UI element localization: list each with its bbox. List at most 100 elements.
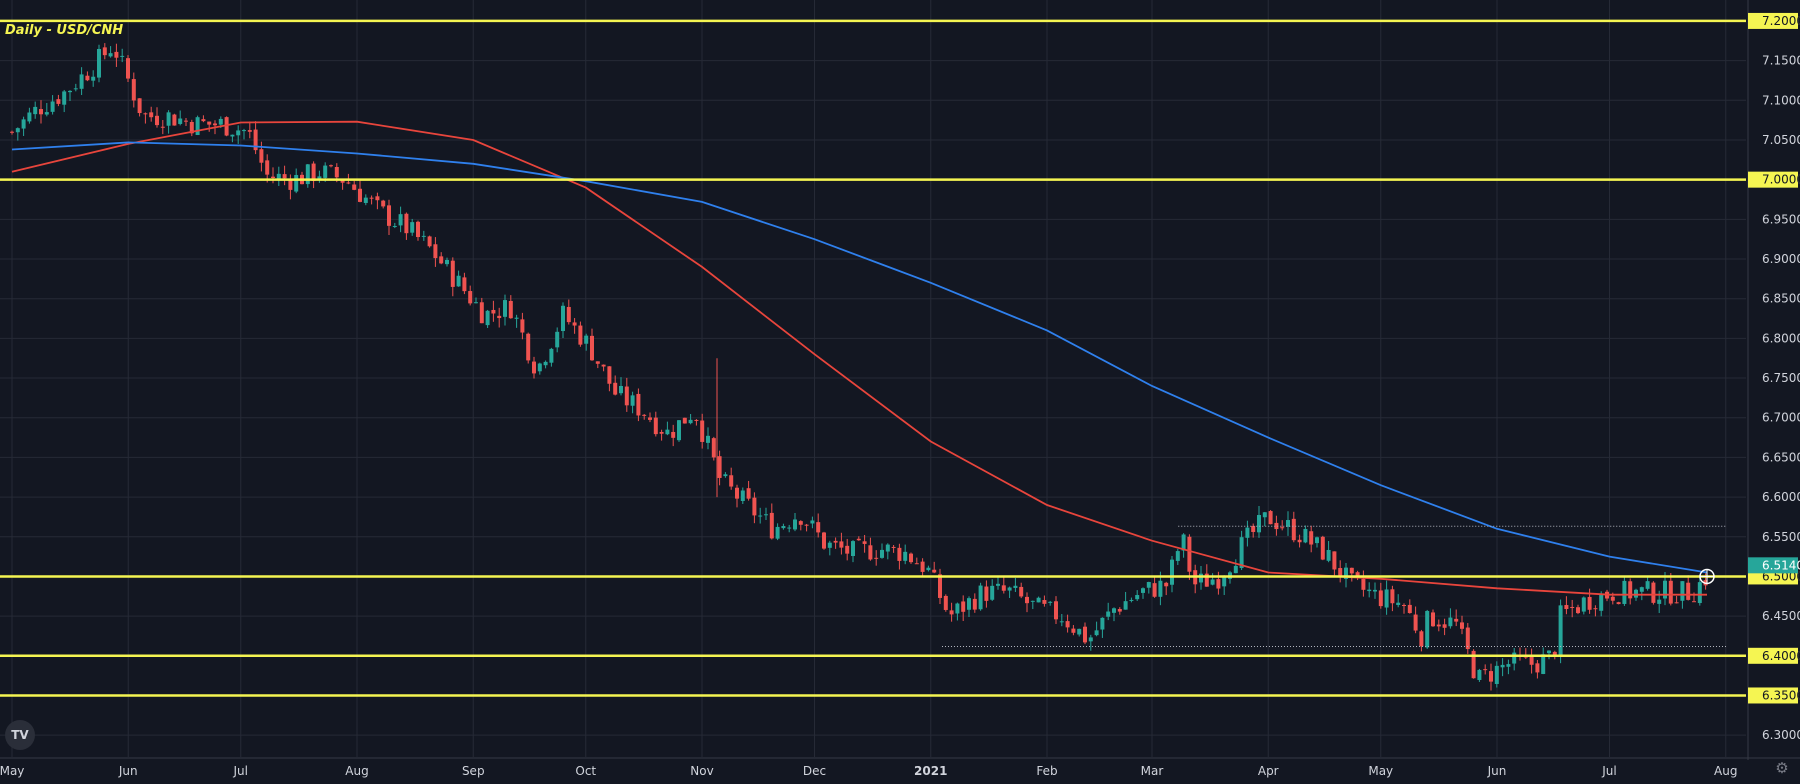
candle-body xyxy=(253,129,258,151)
candle-body xyxy=(50,101,55,112)
level-price-label: 7.20000 xyxy=(1762,14,1800,28)
candle-body xyxy=(1489,671,1493,682)
candle-body xyxy=(1065,621,1070,628)
candle-body xyxy=(1587,596,1592,610)
candle-body xyxy=(1036,597,1041,603)
candle-body xyxy=(201,119,206,122)
x-tick-label: Jun xyxy=(118,764,138,778)
level-price-badge xyxy=(1748,687,1798,704)
candle-body xyxy=(178,118,183,124)
candle-body xyxy=(79,74,84,89)
candle-body xyxy=(381,200,386,207)
y-tick-label: 6.45000 xyxy=(1762,609,1800,623)
candle-body xyxy=(33,106,38,115)
candle-body xyxy=(1599,593,1604,611)
candle-body xyxy=(526,333,531,361)
candle-body xyxy=(294,174,299,192)
candle-body xyxy=(851,541,855,557)
candle-body xyxy=(543,361,548,366)
candle-body xyxy=(1042,600,1047,604)
candle-body xyxy=(1030,600,1035,602)
candle-body xyxy=(601,364,606,367)
candle-body xyxy=(1454,618,1459,622)
x-tick-label: May xyxy=(0,764,24,778)
x-tick-label: Nov xyxy=(690,764,713,778)
candle-body xyxy=(845,545,850,554)
candle-body xyxy=(717,456,722,478)
candle-body xyxy=(1529,655,1534,665)
level-price-badge xyxy=(1748,12,1798,29)
y-tick-label: 6.70000 xyxy=(1762,411,1800,425)
candle-body xyxy=(508,300,513,319)
tradingview-logo-icon[interactable]: TV xyxy=(5,720,35,750)
x-tick-label: 2021 xyxy=(914,764,947,778)
candle-body xyxy=(39,109,43,115)
candle-body xyxy=(1077,628,1082,635)
candle-body xyxy=(549,348,554,363)
moving-average-line-red xyxy=(11,120,1707,596)
candle-body xyxy=(810,520,815,524)
candle-body xyxy=(1680,581,1685,601)
candle-body xyxy=(1402,605,1406,607)
candle-body xyxy=(1210,579,1215,585)
y-tick-label: 6.65000 xyxy=(1762,450,1800,464)
candle-body xyxy=(1199,573,1203,583)
y-tick-label: 7.10000 xyxy=(1762,93,1800,107)
candle-body xyxy=(1332,551,1337,570)
candle-body xyxy=(607,366,612,384)
candle-body xyxy=(1083,626,1087,643)
candle-body xyxy=(787,527,792,529)
candle-body xyxy=(1013,585,1018,588)
candle-body xyxy=(584,335,589,344)
candle-body xyxy=(62,91,67,105)
candle-body xyxy=(630,395,635,406)
candle-body xyxy=(926,567,931,571)
candle-body xyxy=(1146,582,1151,588)
candle-body xyxy=(1117,608,1122,612)
candle-body xyxy=(1413,614,1418,631)
candle-body xyxy=(421,235,426,237)
candle-body xyxy=(392,225,397,227)
candle-body xyxy=(781,526,786,529)
y-tick-label: 6.95000 xyxy=(1762,212,1800,226)
candle-body xyxy=(572,322,577,326)
y-tick-label: 6.80000 xyxy=(1762,331,1800,345)
candle-body xyxy=(903,551,908,561)
candle-body xyxy=(56,99,61,104)
candle-body xyxy=(398,214,403,226)
candle-body xyxy=(189,121,194,134)
candle-body xyxy=(856,538,861,541)
candle-body xyxy=(723,474,728,477)
candle-body xyxy=(1448,617,1453,627)
candle-body xyxy=(1094,630,1099,636)
candle-body xyxy=(520,319,525,333)
candle-body xyxy=(671,431,676,438)
x-tick-label: Aug xyxy=(345,764,368,778)
x-tick-label: Aug xyxy=(1714,764,1737,778)
candle-body xyxy=(764,514,768,516)
candle-body xyxy=(1367,589,1372,592)
candle-body xyxy=(566,306,571,323)
gear-icon[interactable]: ⚙ xyxy=(1775,759,1789,777)
candle-body xyxy=(1025,596,1029,604)
x-tick-label: May xyxy=(1368,764,1393,778)
candle-body xyxy=(729,475,734,487)
candle-body xyxy=(108,53,113,57)
candle-body xyxy=(619,386,623,394)
candle-body xyxy=(961,601,966,612)
candle-body xyxy=(996,583,1000,586)
candle-body xyxy=(456,275,461,287)
candle-body xyxy=(1436,624,1441,627)
candle-body xyxy=(1645,581,1650,589)
candle-body xyxy=(1088,637,1093,642)
candle-body xyxy=(793,519,797,530)
candle-body xyxy=(706,435,710,443)
candle-body xyxy=(485,310,490,326)
candle-body xyxy=(1651,582,1656,603)
candle-body xyxy=(1465,627,1470,650)
candle-body xyxy=(1344,567,1348,579)
candle-body xyxy=(1152,583,1157,597)
candle-body xyxy=(1361,578,1366,590)
